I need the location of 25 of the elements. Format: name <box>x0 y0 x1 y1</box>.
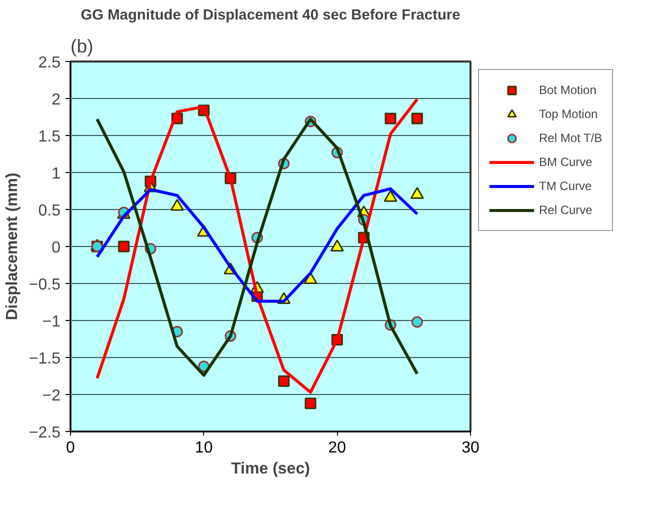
chart-title: GG Magnitude of Displacement 40 sec Before Fracture <box>80 8 460 24</box>
legend-label: Rel Mot T/B <box>539 131 602 145</box>
y-tick-label: −0.5 <box>28 276 61 294</box>
x-tick-label: 30 <box>462 440 480 456</box>
y-tick-label: −2 <box>42 388 61 404</box>
legend-label: TM Curve <box>539 179 592 193</box>
y-tick-label: 2.5 <box>38 54 61 72</box>
y-tick-label: 1.5 <box>38 128 61 146</box>
y-tick-label: −1 <box>42 314 61 330</box>
x-tick-label: 20 <box>328 440 346 456</box>
text: (b) <box>70 36 94 56</box>
y-tick-label: −2.5 <box>28 424 61 442</box>
legend-label: Bot Motion <box>539 83 596 97</box>
x-tick-label: 10 <box>194 440 213 456</box>
legend-label: Rel Curve <box>539 203 592 217</box>
legend-label: BM Curve <box>539 155 592 169</box>
x-tick-label: 0 <box>66 440 76 456</box>
y-tick-label: 0 <box>52 240 61 256</box>
y-tick-label: −1.5 <box>28 350 61 368</box>
y-tick-label: 1 <box>52 166 61 182</box>
legend-label: Top Motion <box>539 107 598 121</box>
x-axis-title: Time (sec) <box>231 460 310 478</box>
y-axis-title: Displacement (mm) <box>4 172 21 320</box>
y-tick-label: 2 <box>52 92 61 108</box>
y-tick-label: 0.5 <box>38 202 61 220</box>
